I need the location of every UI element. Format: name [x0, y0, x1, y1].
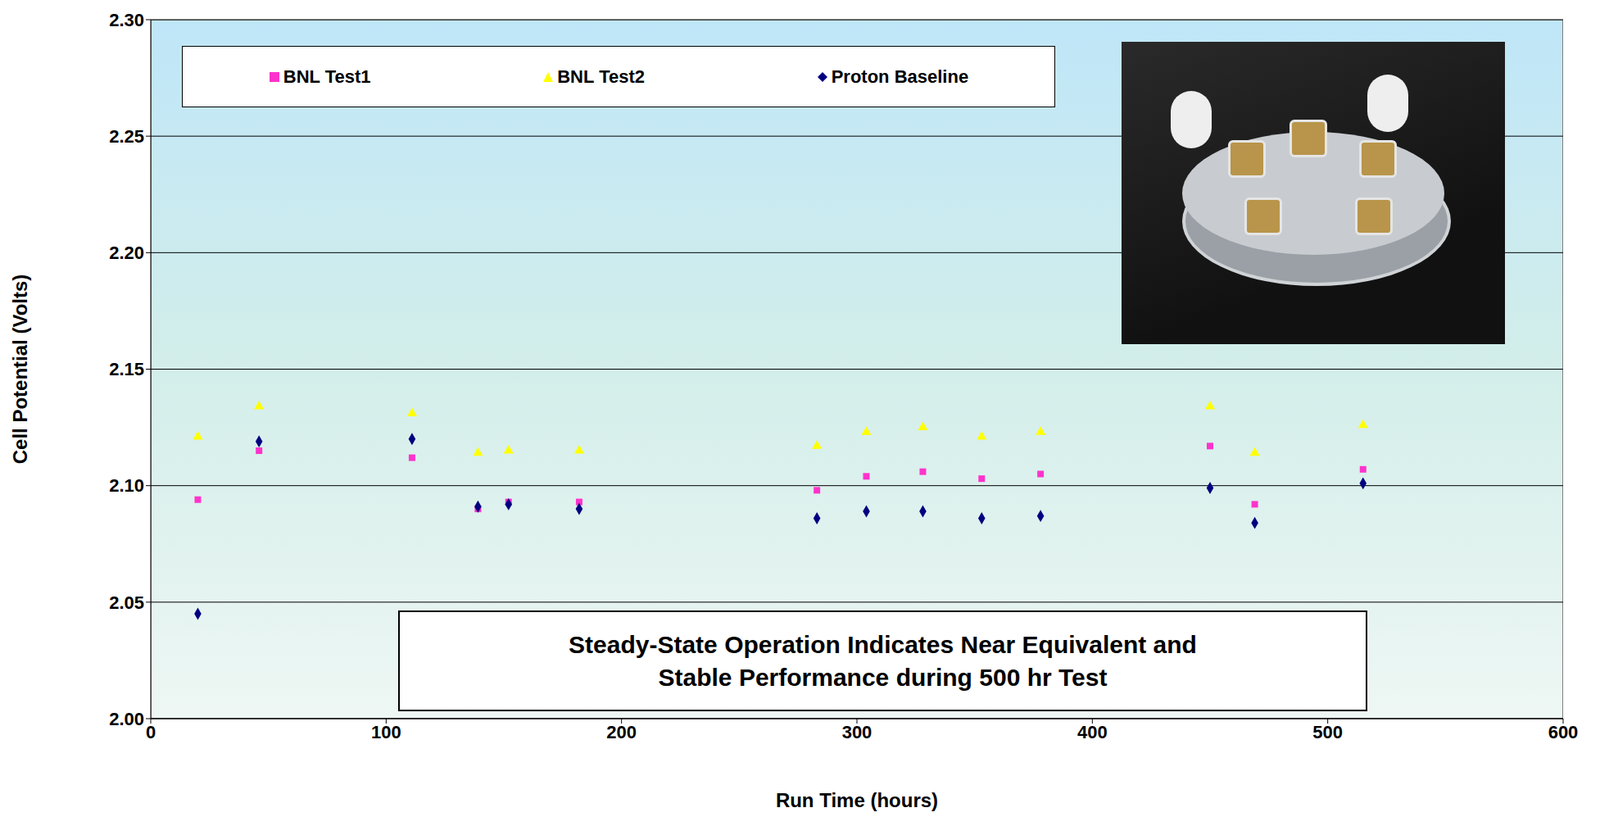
svg-text:Run Time (hours): Run Time (hours)	[775, 788, 939, 812]
svg-text:600: 600	[1548, 721, 1579, 743]
svg-text:500: 500	[1312, 721, 1343, 743]
svg-text:0: 0	[145, 721, 156, 743]
svg-text:2.05: 2.05	[108, 592, 145, 613]
html-text:BNL Test1: BNL Test1	[283, 65, 371, 87]
svg-text:2.25: 2.25	[108, 126, 145, 147]
svg-text:400: 400	[1077, 721, 1108, 743]
svg-text:100: 100	[371, 721, 402, 743]
svg-text:Cell Potential (Volts): Cell Potential (Volts)	[9, 274, 32, 465]
html-text:Steady-State Operation Indicat: Steady-State Operation Indicates Near Eq…	[568, 630, 1197, 691]
svg-text:2.20: 2.20	[108, 242, 145, 263]
html-text:BNL Test2: BNL Test2	[557, 65, 645, 87]
svg-text:300: 300	[842, 721, 873, 743]
svg-text:2.15: 2.15	[108, 358, 145, 380]
svg-text:2.00: 2.00	[108, 708, 145, 730]
svg-text:2.30: 2.30	[108, 9, 145, 31]
svg-text:2.10: 2.10	[108, 475, 145, 496]
svg-text:200: 200	[606, 721, 637, 743]
html-text:Proton Baseline: Proton Baseline	[831, 65, 969, 87]
